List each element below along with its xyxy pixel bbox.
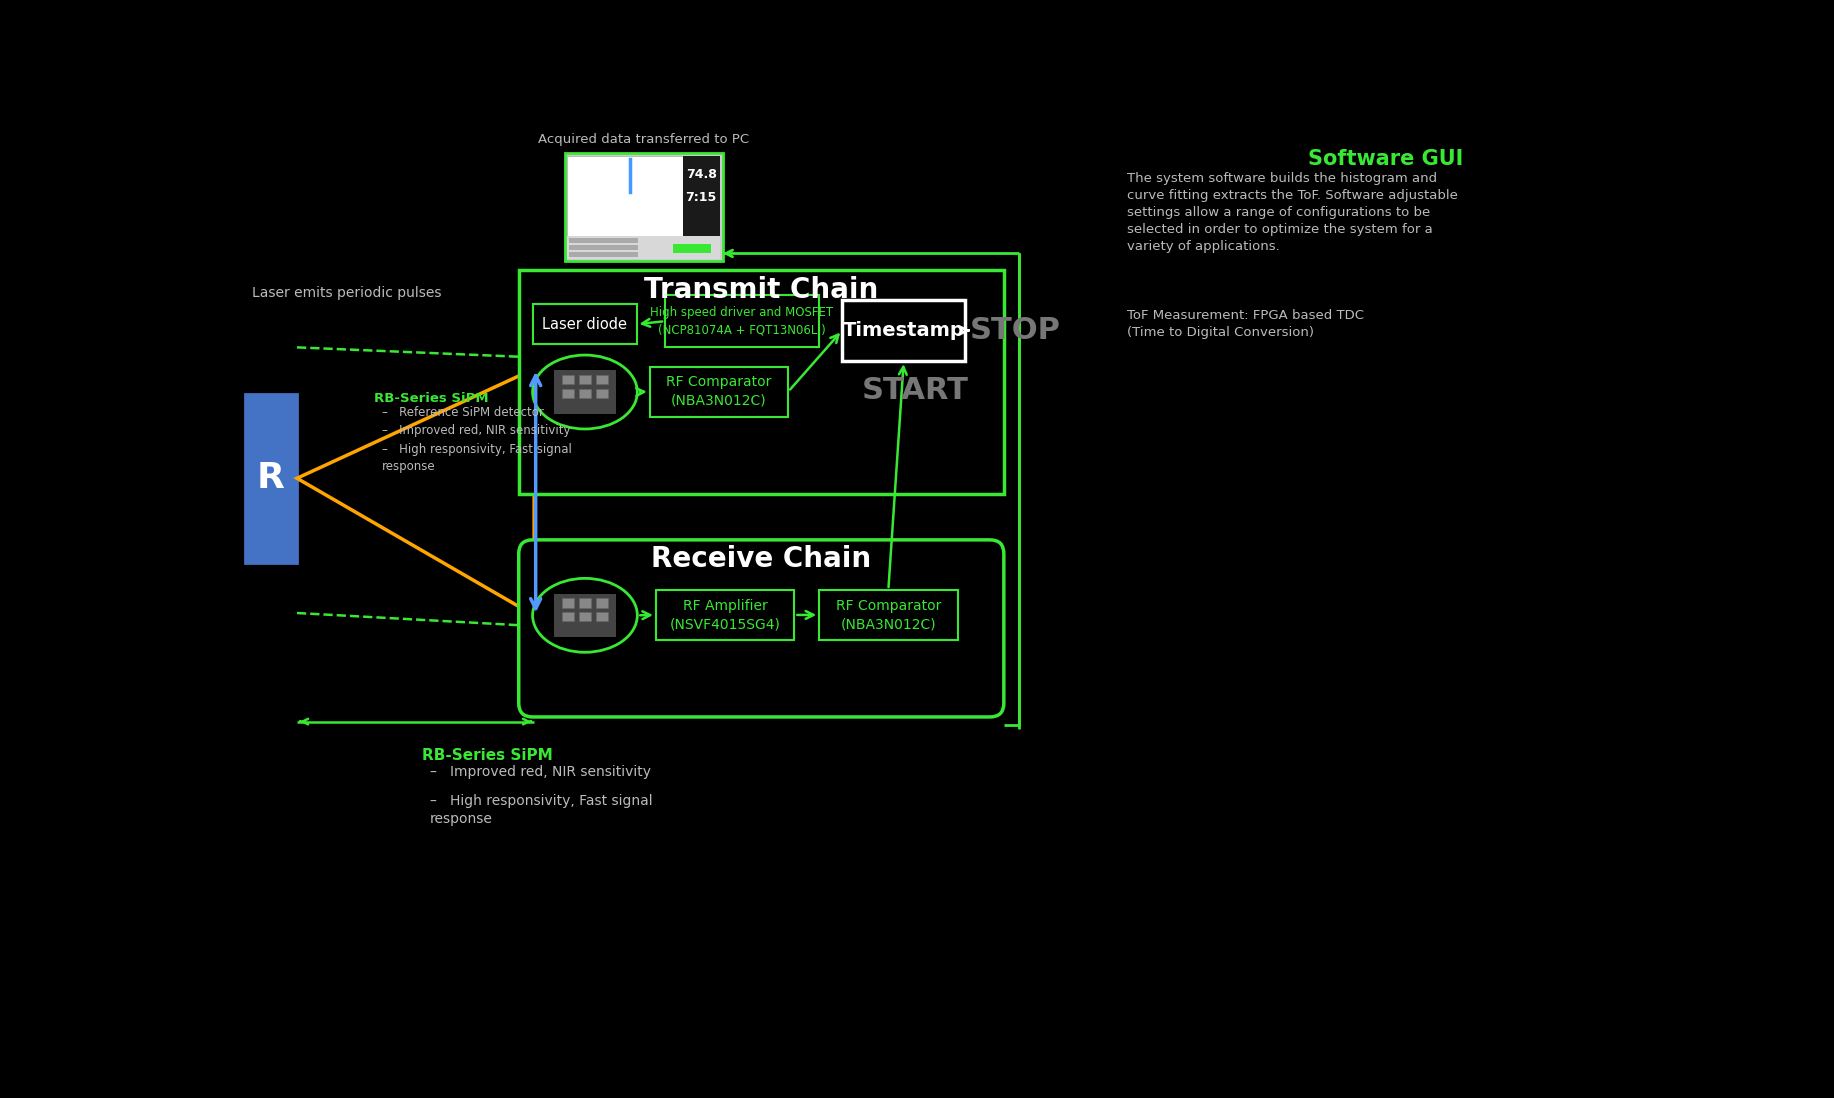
Bar <box>561 598 574 607</box>
Text: Laser emits periodic pulses: Laser emits periodic pulses <box>253 287 442 301</box>
Bar <box>567 156 682 236</box>
Text: –   Improved red, NIR sensitivity: – Improved red, NIR sensitivity <box>431 764 651 778</box>
Bar <box>569 251 638 257</box>
Text: 74.8: 74.8 <box>686 168 717 181</box>
Bar <box>565 154 723 261</box>
Text: Receive Chain: Receive Chain <box>651 545 871 573</box>
Bar <box>673 244 712 254</box>
Text: Laser diode: Laser diode <box>543 316 627 332</box>
Text: –   High responsivity, Fast signal
response: – High responsivity, Fast signal respons… <box>431 794 653 827</box>
Bar <box>580 613 591 621</box>
Bar <box>567 236 721 259</box>
Bar <box>657 590 794 640</box>
Text: RF Comparator
(NBA3N012C): RF Comparator (NBA3N012C) <box>836 598 941 631</box>
Text: RF Amplifier
(NSVF4015SG4): RF Amplifier (NSVF4015SG4) <box>669 598 781 631</box>
Text: START: START <box>862 376 968 405</box>
Text: –   Reference SiPM detector: – Reference SiPM detector <box>381 406 543 418</box>
Bar <box>554 594 616 637</box>
Text: High speed driver and MOSFET
(NCP81074A + FQT13N06L ): High speed driver and MOSFET (NCP81074A … <box>651 306 834 336</box>
Bar <box>532 304 636 345</box>
Bar <box>682 156 721 236</box>
Text: RF Comparator
(NBA3N012C): RF Comparator (NBA3N012C) <box>666 376 772 407</box>
Bar <box>580 389 591 399</box>
Bar <box>580 376 591 384</box>
Text: 7:15: 7:15 <box>686 191 717 204</box>
Bar <box>554 370 616 414</box>
Bar <box>580 598 591 607</box>
Ellipse shape <box>532 355 638 429</box>
Bar <box>842 300 965 361</box>
Bar <box>569 238 638 243</box>
Bar <box>596 389 609 399</box>
Bar <box>596 613 609 621</box>
Bar <box>519 270 1003 494</box>
Bar <box>649 367 789 416</box>
FancyBboxPatch shape <box>519 540 1003 717</box>
Bar <box>569 245 638 249</box>
Bar <box>561 376 574 384</box>
Bar <box>244 393 297 563</box>
Text: RB-Series SiPM: RB-Series SiPM <box>422 748 554 763</box>
Text: –   Improved red, NIR sensitivity: – Improved red, NIR sensitivity <box>381 424 570 437</box>
Text: R: R <box>257 461 284 495</box>
Bar <box>561 389 574 399</box>
Text: ToF Measurement: FPGA based TDC
(Time to Digital Conversion): ToF Measurement: FPGA based TDC (Time to… <box>1128 309 1364 339</box>
Ellipse shape <box>532 579 638 652</box>
Text: RB-Series SiPM: RB-Series SiPM <box>374 392 488 405</box>
Text: The system software builds the histogram and
curve fitting extracts the ToF. Sof: The system software builds the histogram… <box>1128 171 1458 253</box>
Bar <box>561 613 574 621</box>
Text: Transmit Chain: Transmit Chain <box>644 276 878 304</box>
Text: Software GUI: Software GUI <box>1308 148 1464 169</box>
Text: Timestamp: Timestamp <box>844 321 965 340</box>
Bar <box>820 590 957 640</box>
Text: STOP: STOP <box>970 316 1060 345</box>
Bar <box>596 376 609 384</box>
Bar <box>666 295 820 347</box>
Text: Acquired data transferred to PC: Acquired data transferred to PC <box>539 133 750 146</box>
Bar <box>596 598 609 607</box>
Text: –   High responsivity, Fast signal
response: – High responsivity, Fast signal respons… <box>381 442 572 473</box>
